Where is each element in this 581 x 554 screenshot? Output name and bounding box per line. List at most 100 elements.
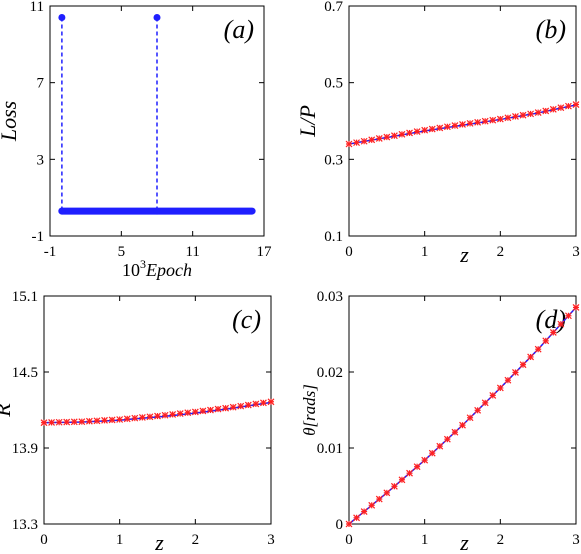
- y-tick-label: 0.7: [324, 0, 343, 15]
- series-marker: [360, 508, 368, 515]
- y-tick-label: 7: [37, 76, 45, 92]
- series-marker: [428, 125, 436, 133]
- x-tick-label: 2: [497, 532, 505, 548]
- series-marker: [55, 418, 63, 426]
- series-marker: [443, 123, 451, 131]
- series-marker: [557, 320, 565, 328]
- series-marker: [191, 408, 199, 416]
- x-axis-label: z: [459, 530, 469, 554]
- series-marker: [353, 514, 360, 522]
- x-tick-label: 1: [421, 244, 429, 260]
- panel-1: -1 5 11 17 -1 3 7 11 (a) 103Epoch Loss: [0, 0, 272, 280]
- series-marker: [459, 421, 466, 429]
- series-marker: [512, 369, 519, 376]
- series-marker: [481, 399, 489, 407]
- series-marker: [519, 361, 527, 369]
- x-axis-label: z: [154, 530, 164, 554]
- series-marker: [375, 495, 383, 503]
- y-tick-label: 0.3: [324, 152, 343, 168]
- series-marker: [383, 133, 391, 141]
- series-marker: [214, 405, 222, 413]
- series-marker: [154, 412, 161, 420]
- series-marker: [421, 456, 429, 464]
- series-marker: [413, 128, 421, 136]
- series-marker: [123, 415, 131, 423]
- y-tick-label: 13.3: [12, 517, 38, 533]
- series-marker: [406, 129, 413, 137]
- y-tick-label: 15.1: [12, 289, 38, 305]
- series-marker: [260, 399, 267, 407]
- series-marker: [360, 137, 368, 145]
- series-marker: [481, 117, 489, 125]
- series-marker: [557, 104, 565, 112]
- series-marker: [161, 411, 169, 419]
- series-marker: [222, 404, 230, 412]
- x-tick-label: 3: [572, 532, 580, 548]
- x-tick-label: 5: [118, 244, 126, 260]
- series-marker: [184, 409, 192, 417]
- series-marker: [48, 419, 55, 426]
- series-marker: [78, 418, 86, 426]
- y-axis-label: Loss: [0, 101, 21, 142]
- x-tick-label: 2: [497, 244, 505, 260]
- series-marker: [413, 463, 421, 471]
- series-marker: [474, 118, 482, 126]
- axes-frame: [348, 5, 577, 237]
- axes-frame: [43, 295, 272, 525]
- series-marker: [542, 337, 550, 345]
- axes-frame: [49, 5, 265, 237]
- y-tick-label: 0.03: [317, 289, 343, 305]
- series-marker: [406, 469, 413, 477]
- series-marker: [549, 105, 557, 113]
- series-marker: [519, 111, 527, 119]
- series-marker: [549, 329, 557, 336]
- panel-label: (c): [232, 305, 261, 334]
- y-tick-label: 11: [30, 0, 44, 15]
- series-marker: [398, 476, 406, 484]
- x-tick-label: 2: [192, 532, 200, 548]
- series-marker: [459, 121, 466, 128]
- series-marker: [443, 435, 451, 443]
- series-line: [43, 401, 272, 424]
- y-tick-label: -1: [32, 229, 45, 245]
- series-marker: [93, 417, 101, 425]
- series-marker: [451, 122, 459, 130]
- panel-3: 0 1 2 3 13.3 13.9 14.5 15.1 (c) z R: [0, 289, 275, 554]
- series-marker: [390, 132, 398, 140]
- x-tick-label: 0: [345, 244, 353, 260]
- series-marker: [207, 406, 214, 414]
- series-marker: [169, 410, 177, 418]
- series-marker: [421, 126, 429, 134]
- series-marker: [466, 119, 474, 127]
- series-marker: [466, 414, 474, 422]
- y-tick-label: 0.01: [317, 441, 343, 457]
- series-marker: [368, 136, 376, 144]
- series-marker: [345, 520, 353, 528]
- series-marker: [131, 414, 139, 422]
- series-marker: [489, 391, 497, 399]
- loss-spike-point: [58, 14, 66, 21]
- series-marker: [237, 402, 245, 410]
- series-marker: [496, 115, 504, 123]
- x-tick-label: 0: [345, 532, 353, 548]
- x-tick-label: 3: [267, 532, 275, 548]
- series-marker: [108, 416, 116, 424]
- series-marker: [542, 107, 550, 115]
- series-marker: [40, 419, 48, 427]
- series-marker: [244, 401, 252, 409]
- series-marker: [428, 449, 436, 457]
- series-marker: [116, 416, 124, 423]
- y-axis-label: L/P: [295, 105, 320, 138]
- series-marker: [229, 403, 237, 411]
- series-marker: [512, 113, 519, 120]
- loss-stem-base: [153, 207, 161, 215]
- x-tick-label: 0: [40, 532, 48, 548]
- series-marker: [527, 110, 535, 118]
- y-tick-label: 0.1: [324, 229, 343, 245]
- panel-label: (a): [224, 15, 254, 44]
- x-tick-label: -1: [44, 244, 57, 260]
- series-marker: [368, 501, 376, 509]
- series-marker: [199, 407, 207, 415]
- panel-label: (d): [536, 305, 566, 334]
